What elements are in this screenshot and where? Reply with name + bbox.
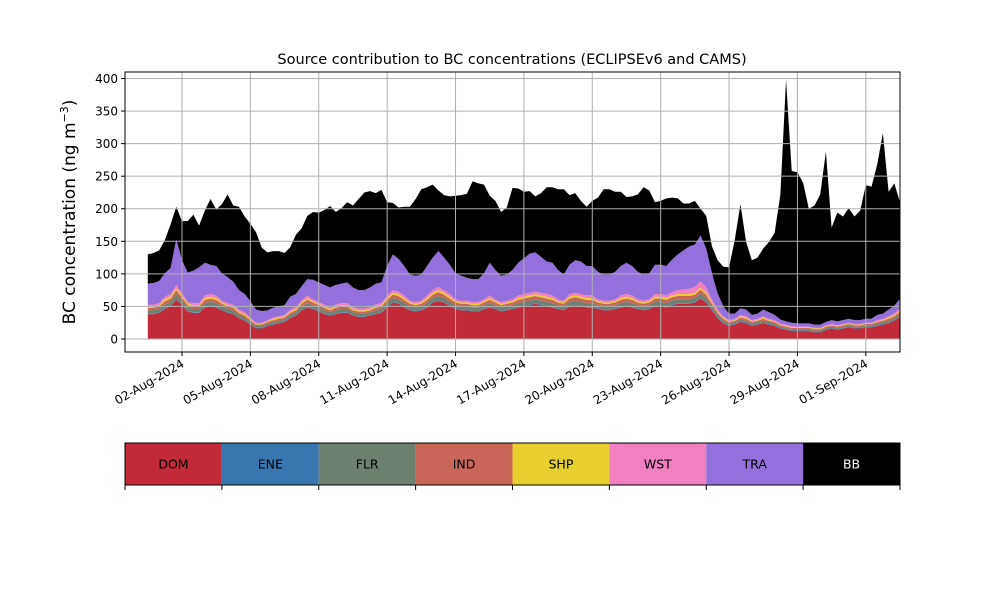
x-tick-label: 01-Sep-2024 (797, 356, 871, 407)
y-tick-label: 250 (95, 170, 118, 184)
y-tick-label: 150 (95, 235, 118, 249)
y-axis-label: BC concentration (ng m−3) (58, 100, 80, 325)
y-axis-label-superscript: −3 (58, 106, 71, 122)
legend-label-wst: WST (644, 457, 672, 472)
legend-label-tra: TRA (742, 457, 768, 472)
x-tick-label: 23-Aug-2024 (591, 356, 665, 407)
y-axis-ticks: 0 50 100 150 200 250 300 350 400 (95, 72, 125, 346)
legend-swatch-tra (706, 443, 804, 485)
legend-label-bb: BB (843, 457, 860, 472)
y-tick-label: 0 (110, 332, 118, 346)
area-flr (147, 293, 900, 332)
area-wst (147, 281, 900, 329)
legend-label-dom: DOM (158, 457, 188, 472)
x-tick-label: 26-Aug-2024 (659, 356, 733, 407)
x-tick-label: 17-Aug-2024 (454, 356, 528, 407)
plot-area: 0 50 100 150 200 250 300 350 400 02-Aug-202405-A… (95, 71, 901, 407)
legend-swatch-wst (609, 443, 707, 485)
legend-swatch-bb (803, 443, 900, 485)
x-axis-ticks: 02-Aug-202405-Aug-202408-Aug-202411-Aug-… (112, 352, 870, 407)
x-tick-label: 08-Aug-2024 (249, 356, 323, 407)
x-tick-label: 05-Aug-2024 (181, 356, 255, 407)
y-tick-label: 350 (95, 105, 118, 119)
legend-swatch-ene (221, 443, 319, 485)
y-tick-label: 50 (103, 300, 118, 314)
legend-swatch-shp (512, 443, 610, 485)
legend-label-ene: ENE (258, 457, 283, 472)
legend-label-shp: SHP (549, 457, 574, 472)
stacked-areas (147, 79, 900, 339)
y-tick-label: 200 (95, 202, 118, 216)
y-axis-label-main: BC concentration (ng m (60, 122, 80, 324)
legend-swatch-flr (318, 443, 416, 485)
legend-colorbar: DOM ENE FLR IND SHP WST TRA BB (124, 442, 901, 490)
grid-lines (125, 72, 900, 352)
legend-swatch-dom (125, 443, 222, 485)
y-tick-label: 100 (95, 267, 118, 281)
legend-label-flr: FLR (356, 457, 379, 472)
y-tick-label: 400 (95, 72, 118, 86)
x-tick-label: 29-Aug-2024 (728, 356, 802, 407)
legend-label-ind: IND (453, 457, 476, 472)
chart-title: Source contribution to BC concentrations… (277, 52, 746, 68)
plot-frame (124, 71, 901, 353)
legend-swatch-ind (415, 443, 513, 485)
y-axis-label-close: ) (60, 100, 80, 107)
x-tick-label: 20-Aug-2024 (523, 356, 597, 407)
x-tick-label: 14-Aug-2024 (386, 356, 460, 407)
y-tick-label: 300 (95, 137, 118, 151)
x-tick-label: 02-Aug-2024 (112, 356, 186, 407)
x-tick-label: 11-Aug-2024 (317, 356, 391, 407)
